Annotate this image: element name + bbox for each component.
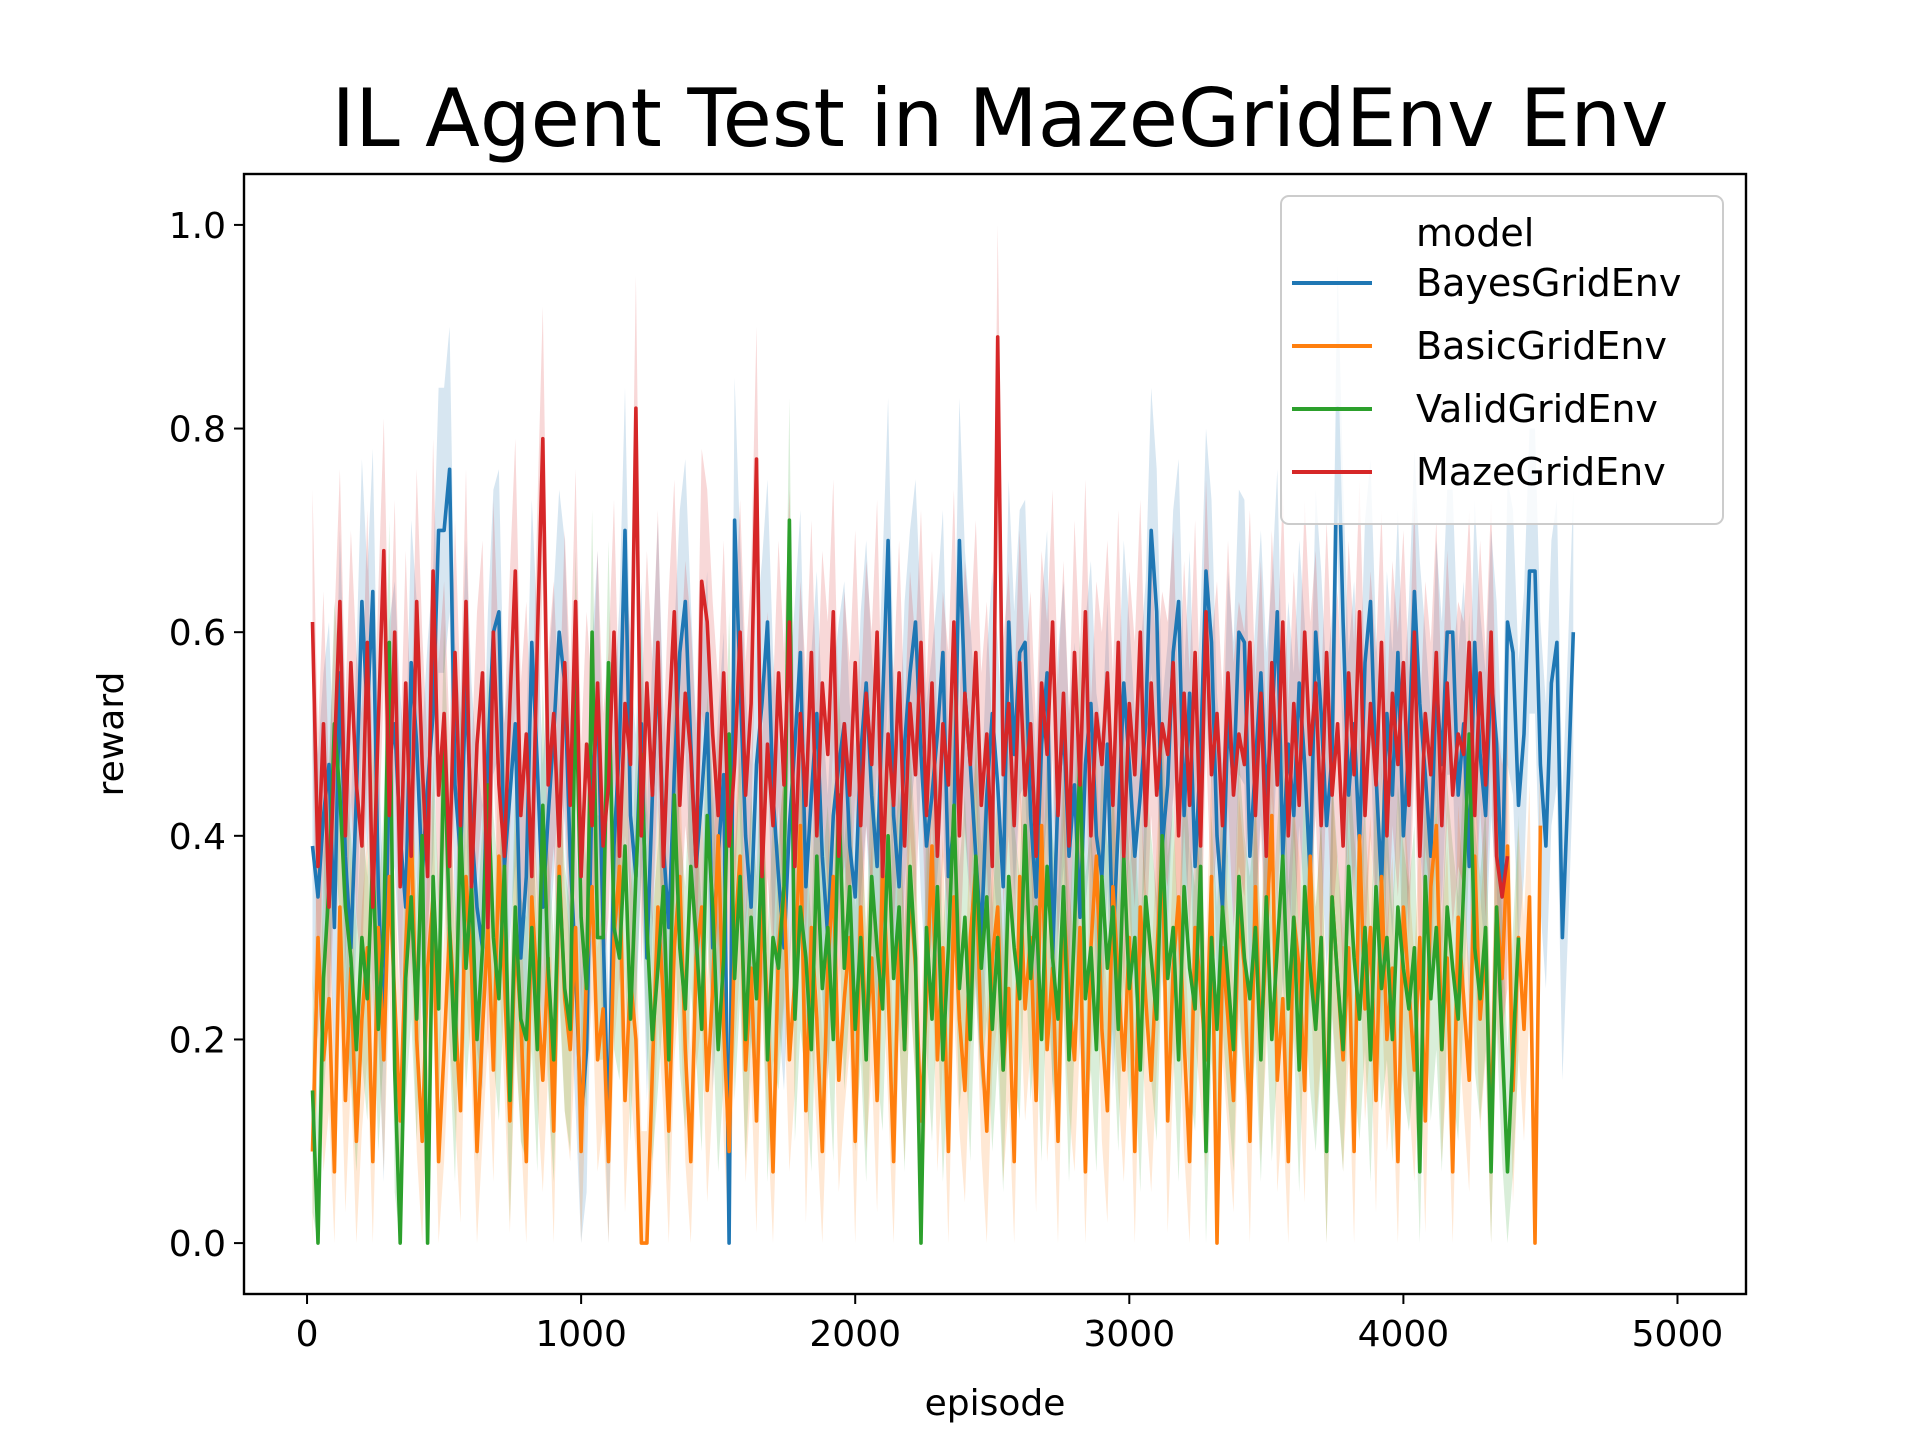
y-tick-label: 0.6	[169, 613, 226, 654]
y-tick-label: 0.2	[169, 1020, 226, 1061]
legend-title: model	[1416, 211, 1534, 255]
legend: model BayesGridEnv BasicGridEnv ValidGridE…	[1280, 195, 1724, 525]
plot-area	[310, 224, 1576, 1245]
x-axis: 0 1000 2000 3000 4000 5000	[296, 1294, 1724, 1355]
x-tick-label: 3000	[1083, 1314, 1175, 1355]
x-axis-label: episode	[925, 1383, 1066, 1424]
x-tick-label: 1000	[535, 1314, 627, 1355]
x-tick-label: 5000	[1632, 1314, 1724, 1355]
x-tick-label: 0	[296, 1314, 319, 1355]
series-line-ValidGridEnv	[310, 518, 1521, 1245]
x-tick-label: 2000	[809, 1314, 901, 1355]
legend-label: BasicGridEnv	[1416, 324, 1667, 368]
y-tick-label: 0.0	[169, 1224, 226, 1265]
series-band-ValidGridEnv	[312, 398, 1519, 1244]
x-tick-label: 4000	[1358, 1314, 1450, 1355]
legend-box	[1280, 195, 1724, 525]
chart-title: IL Agent Test in MazeGridEnv Env	[332, 72, 1669, 165]
y-axis: 0.0 0.2 0.4 0.6 0.8 1.0	[169, 206, 244, 1265]
series-band-MazeGridEnv	[312, 224, 1508, 1060]
y-tick-label: 0.4	[169, 817, 226, 858]
legend-items: BayesGridEnv BasicGridEnv ValidGridEnv Maze…	[1292, 261, 1681, 494]
legend-label: ValidGridEnv	[1416, 387, 1658, 431]
y-axis-label: reward	[91, 672, 132, 797]
y-tick-label: 1.0	[169, 206, 226, 247]
legend-label: MazeGridEnv	[1416, 450, 1666, 494]
plot-frame	[242, 172, 1748, 1296]
y-tick-label: 0.8	[169, 410, 226, 451]
legend-label: BayesGridEnv	[1416, 261, 1681, 305]
series-line-MazeGridEnv	[310, 335, 1510, 930]
